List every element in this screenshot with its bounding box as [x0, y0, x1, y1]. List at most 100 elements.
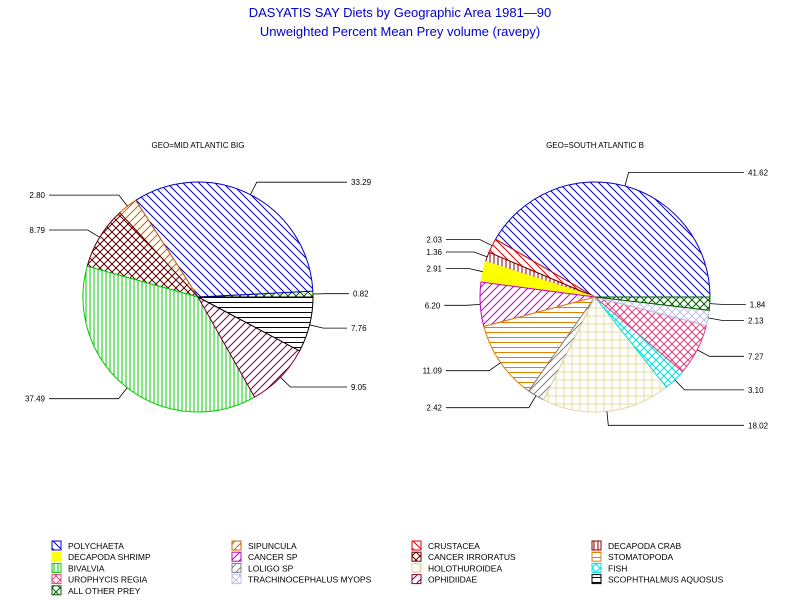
leader-line — [606, 411, 744, 426]
legend-item-decapoda-crab: DECAPODA CRAB — [591, 540, 682, 551]
leader-line — [446, 238, 493, 247]
legend-swatch — [411, 562, 422, 573]
legend-swatch — [231, 562, 242, 573]
leader-line — [446, 268, 483, 273]
slice-value-label: 6.20 — [425, 301, 441, 310]
legend-swatch — [591, 540, 602, 551]
pie-slice-scophthalmus-aquosus — [197, 296, 314, 352]
legend-label: TRACHINOCEPHALUS MYOPS — [248, 575, 372, 585]
slice-value-label: 2.80 — [29, 191, 45, 200]
slice-value-label: 3.10 — [748, 386, 764, 395]
leader-line — [446, 395, 537, 409]
slice-value-label: 1.84 — [750, 301, 766, 310]
leader-line — [708, 317, 744, 321]
legend-label: CANCER SP — [248, 552, 298, 562]
leader-line — [444, 304, 481, 306]
legend-item-trachinocephalus-myops: TRACHINOCEPHALUS MYOPS — [231, 574, 372, 585]
legend-item-loligo-sp: LOLIGO SP — [231, 562, 294, 573]
leader-line — [696, 349, 744, 357]
leader-line — [709, 303, 746, 305]
legend-item-cancer-sp: CANCER SP — [231, 551, 298, 562]
leader-line — [280, 376, 347, 388]
legend-label: BIVALVIA — [68, 563, 105, 573]
legend-item-sipuncula: SIPUNCULA — [231, 540, 297, 551]
legend-item-urophycis-regia: UROPHYCIS REGIA — [51, 574, 148, 585]
pie-chart-2: GEO=SOUTH ATLANTIC B 41.62 2.03 1.36 2.91 6.2… — [423, 141, 769, 430]
legend-label: UROPHYCIS REGIA — [68, 575, 148, 585]
slice-value-label: 9.05 — [351, 383, 367, 392]
legend-item-crustacea: CRUSTACEA — [411, 540, 480, 551]
legend-swatch — [51, 585, 62, 596]
pie-charts: GEO=MID ATLANTIC BIG 0.82 33.29 2.80 8.79 37.… — [25, 141, 769, 430]
legend-item-scophthalmus-aquosus: SCOPHTHALMUS AQUOSUS — [591, 574, 724, 585]
slice-value-label: 11.09 — [423, 367, 443, 376]
legend-swatch — [231, 540, 242, 551]
legend-label: ALL OTHER PREY — [68, 586, 141, 596]
legend-swatch — [51, 574, 62, 585]
legend-swatch — [231, 574, 242, 585]
legend-label: CRUSTACEA — [428, 541, 480, 551]
legend-swatch — [231, 551, 242, 562]
leader-line — [49, 229, 100, 238]
legend-item-fish: FISH — [591, 562, 627, 573]
slice-value-label: 2.42 — [426, 404, 442, 413]
legend-label: DECAPODA SHRIMP — [68, 552, 151, 562]
legend-item-holothuroidea: HOLOTHUROIDEA — [411, 562, 502, 573]
leader-line — [446, 251, 488, 258]
legend: POLYCHAETA SIPUNCULA CRUSTACEA DECAPODA CRA… — [51, 540, 724, 596]
slice-value-label: 18.02 — [748, 421, 769, 430]
leader-line — [250, 181, 347, 195]
legend-swatch — [411, 540, 422, 551]
slice-value-label: 8.79 — [29, 226, 45, 235]
slice-value-label: 2.13 — [748, 316, 764, 325]
legend-label: CANCER IRRORATUS — [428, 552, 516, 562]
leader-line — [49, 387, 128, 400]
leader-line — [446, 362, 501, 372]
pie-slice-bivalvia — [82, 265, 256, 413]
legend-label: DECAPODA CRAB — [608, 541, 682, 551]
leader-line — [49, 194, 128, 207]
slice-value-label: 1.36 — [426, 248, 442, 257]
slice-value-label: 37.49 — [25, 395, 46, 404]
legend-swatch — [51, 551, 62, 562]
legend-item-bivalvia: BIVALVIA — [51, 562, 105, 573]
pie-slice-stomatopoda — [483, 296, 597, 392]
chart-title: DASYATIS SAY Diets by Geographic Area 19… — [249, 5, 552, 20]
pie-title: GEO=MID ATLANTIC BIG — [152, 141, 245, 150]
legend-swatch — [591, 562, 602, 573]
legend-item-polychaeta: POLYCHAETA — [51, 540, 124, 551]
legend-label: HOLOTHUROIDEA — [428, 563, 502, 573]
legend-swatch — [51, 540, 62, 551]
legend-swatch — [411, 551, 422, 562]
slice-value-label: 0.82 — [353, 290, 369, 299]
slice-value-label: 7.76 — [351, 324, 367, 333]
legend-label: SIPUNCULA — [248, 541, 297, 551]
legend-item-decapoda-shrimp: DECAPODA SHRIMP — [51, 551, 151, 562]
pie-slice-holothuroidea — [542, 296, 668, 413]
legend-swatch — [411, 574, 422, 585]
leader-line — [309, 324, 347, 329]
chart-subtitle: Unweighted Percent Mean Prey volume (rav… — [260, 24, 540, 39]
legend-label: POLYCHAETA — [68, 541, 124, 551]
slice-value-label: 2.91 — [426, 265, 442, 274]
legend-item-ophidiidae: OPHIDIIDAE — [411, 574, 477, 585]
legend-label: STOMATOPODA — [608, 552, 674, 562]
pie-chart-1: GEO=MID ATLANTIC BIG 0.82 33.29 2.80 8.79 37.… — [25, 141, 372, 413]
leader-line — [624, 171, 744, 187]
legend-label: FISH — [608, 563, 627, 573]
slice-value-label: 2.03 — [426, 235, 442, 244]
legend-swatch — [591, 574, 602, 585]
legend-swatch — [51, 562, 62, 573]
slice-value-label: 41.62 — [748, 168, 769, 177]
leader-line — [674, 379, 744, 391]
legend-swatch — [591, 551, 602, 562]
legend-item-cancer-irroratus: CANCER IRRORATUS — [411, 551, 516, 562]
legend-label: SCOPHTHALMUS AQUOSUS — [608, 575, 724, 585]
legend-label: OPHIDIIDAE — [428, 575, 477, 585]
slice-value-label: 33.29 — [351, 178, 372, 187]
slice-value-label: 7.27 — [748, 352, 764, 361]
legend-item-stomatopoda: STOMATOPODA — [591, 551, 674, 562]
pie-title: GEO=SOUTH ATLANTIC B — [546, 141, 644, 150]
legend-item-all-other-prey: ALL OTHER PREY — [51, 585, 141, 596]
